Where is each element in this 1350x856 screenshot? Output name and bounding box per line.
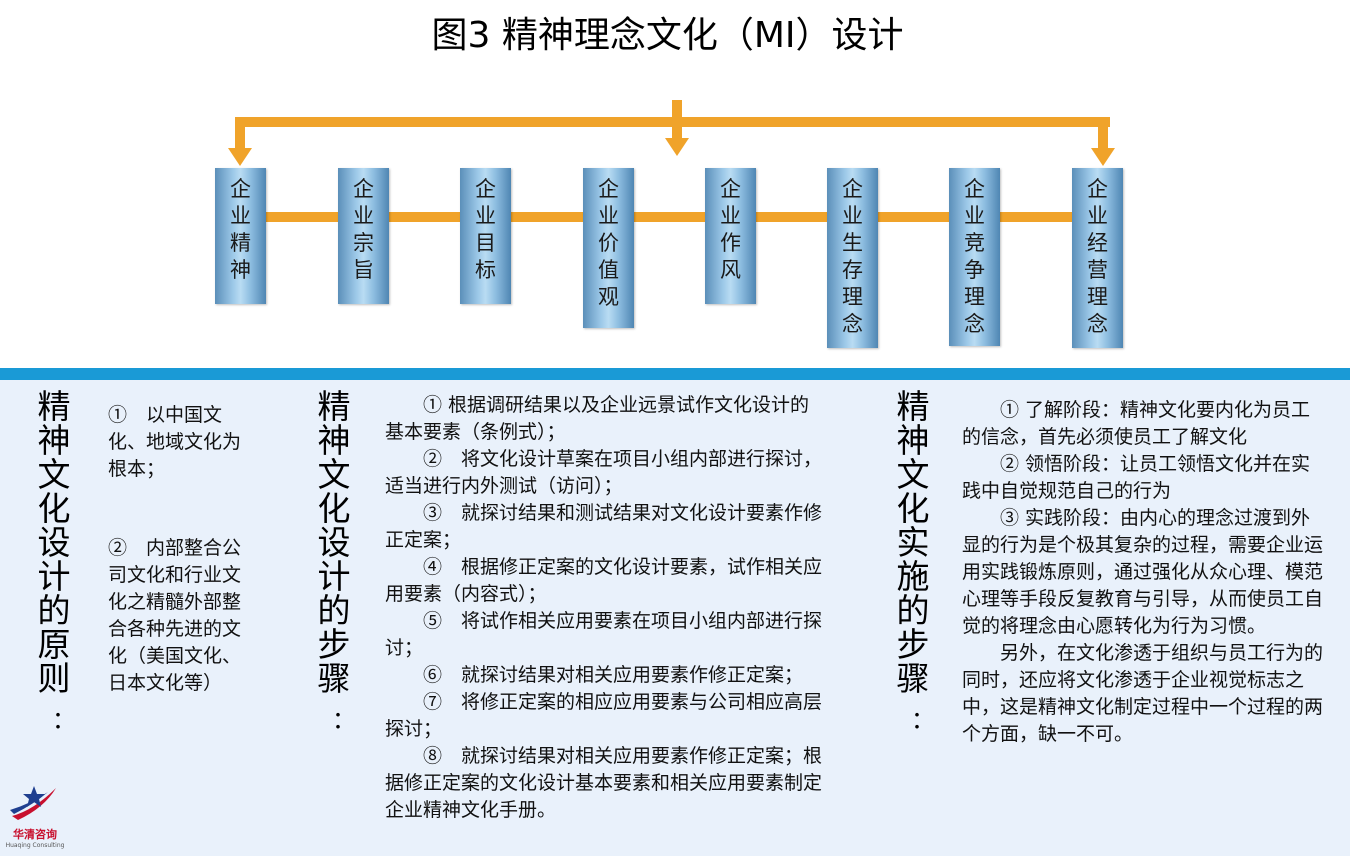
design-step-item: ⑦ 将修正定案的相应应用要素与公司相应高层探讨； — [385, 691, 823, 740]
pillar-operation-concept: 企业经营理念 — [1072, 168, 1123, 348]
principles-colon: ： — [52, 706, 76, 734]
pillar-enterprise-goal: 企业目标 — [460, 168, 511, 304]
logo-text: 华清咨询 Huaqing Consulting — [5, 828, 65, 849]
implementation-item: 另外，在文化渗透于组织与员工行为的同时，还应将文化渗透于企业视觉标志之中，这是精… — [962, 642, 1324, 745]
implementation-item: ③ 实践阶段：由内心的理念过渡到外显的行为是个极其复杂的过程，需要企业运用实践锻… — [962, 507, 1324, 637]
design-steps-colon: ： — [332, 706, 356, 734]
principles-heading: 精神文化设计的原则 — [37, 387, 71, 698]
right-drop — [1098, 117, 1108, 150]
pillar-competition-concept: 企业竞争理念 — [949, 168, 1000, 346]
pillar-enterprise-style: 企业作风 — [705, 168, 756, 304]
design-step-item: ③ 就探讨结果和测试结果对文化设计要素作修正定案； — [385, 502, 823, 551]
design-steps-heading: 精神文化设计的步骤 — [317, 387, 351, 698]
design-step-item: ② 将文化设计草案在项目小组内部进行探讨，适当进行内外测试（访问）； — [385, 448, 823, 497]
panel-divider-bar — [0, 368, 1350, 380]
top-connector — [235, 117, 1110, 127]
principle-item: ① 以中国文化、地域文化为根本； — [108, 404, 242, 480]
right-arrowhead — [1091, 148, 1115, 166]
implementation-colon: ： — [911, 706, 935, 734]
content-panel — [0, 368, 1350, 856]
pillar-enterprise-spirit: 企业精神 — [215, 168, 266, 304]
design-step-item: ④ 根据修正定案的文化设计要素，试作相关应用要素（内容式）； — [385, 556, 823, 605]
page-title: 图3 精神理念文化（MI）设计 — [431, 15, 904, 56]
design-steps-text: ① 根据调研结果以及企业远景试作文化设计的基本要素（条例式）； ② 将文化设计草… — [385, 392, 825, 824]
design-step-item: ⑧ 就探讨结果对相关应用要素作修正定案；根据修正定案的文化设计基本要素和相关应用… — [385, 745, 823, 821]
pillar-enterprise-values: 企业价值观 — [583, 168, 634, 328]
pillar-enterprise-purpose: 企业宗旨 — [338, 168, 389, 304]
implementation-item: ① 了解阶段：精神文化要内化为员工的信念，首先必须使员工了解文化 — [962, 399, 1311, 448]
implementation-heading: 精神文化实施的步骤 — [896, 387, 930, 698]
implementation-text: ① 了解阶段：精神文化要内化为员工的信念，首先必须使员工了解文化 ② 领悟阶段：… — [962, 397, 1324, 748]
center-arrowhead — [665, 138, 689, 156]
huaqing-logo: 华清咨询 Huaqing Consulting — [4, 782, 66, 849]
star-swoosh-logo-icon — [10, 786, 56, 820]
principles-text: ① 以中国文化、地域文化为根本； ② 内部整合公司文化和行业文化之精髓外部整合各… — [108, 402, 258, 697]
implementation-item: ② 领悟阶段：让员工领悟文化并在实践中自觉规范自己的行为 — [962, 453, 1311, 502]
left-drop — [235, 117, 245, 150]
design-step-item: ⑥ 就探讨结果对相关应用要素作修正定案； — [423, 664, 804, 686]
principle-item: ② 内部整合公司文化和行业文化之精髓外部整合各种先进的文化（美国文化、日本文化等… — [108, 537, 242, 694]
pillar-survival-concept: 企业生存理念 — [827, 168, 878, 348]
left-arrowhead — [228, 148, 252, 166]
design-step-item: ⑤ 将试作相关应用要素在项目小组内部进行探讨； — [385, 610, 823, 659]
mi-flow-diagram: 企业精神 企业宗旨 企业目标 企业价值观 企业作风 企业生存理念 企业竞争理念 … — [0, 0, 1350, 360]
design-step-item: ① 根据调研结果以及企业远景试作文化设计的基本要素（条例式）； — [385, 394, 810, 443]
middle-connector — [240, 212, 1100, 222]
